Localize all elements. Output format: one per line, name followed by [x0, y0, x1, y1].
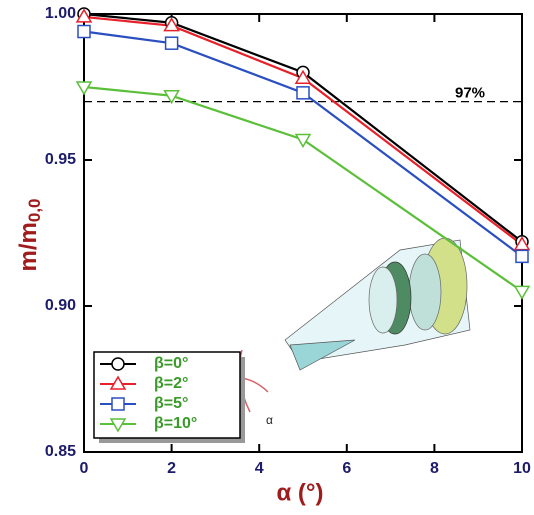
- x-axis-title: α (°): [276, 479, 323, 506]
- marker: [111, 397, 125, 411]
- marker: [296, 86, 310, 100]
- x-tick-label: 0: [80, 460, 89, 477]
- marker: [111, 357, 125, 371]
- reference-label: 97%: [455, 85, 485, 102]
- y-tick-label: 0.90: [45, 297, 76, 314]
- marker: [513, 285, 531, 300]
- x-tick-label: 10: [513, 460, 531, 477]
- marker: [75, 8, 93, 23]
- marker: [77, 24, 91, 39]
- marker: [163, 17, 180, 32]
- x-tick-label: 4: [255, 460, 264, 477]
- legend-label: β=0°: [154, 355, 188, 372]
- x-tick-label: 8: [430, 460, 439, 477]
- series-line: [83, 15, 523, 246]
- series-line: [83, 12, 523, 243]
- y-axis-title: m/m0,0: [15, 199, 44, 272]
- y-axis-title-main: m/m: [15, 222, 42, 271]
- x-tick-label: 6: [342, 460, 351, 477]
- legend-label: β=2°: [154, 375, 188, 392]
- x-tick-label: 2: [167, 460, 176, 477]
- y-axis-title-sub: 0,0: [25, 199, 44, 223]
- marker: [164, 36, 179, 50]
- marker: [109, 375, 127, 390]
- y-tick-label: 0.85: [45, 443, 76, 460]
- marker: [75, 81, 93, 96]
- series-line: [83, 30, 523, 258]
- marker: [515, 249, 529, 264]
- marker: [294, 69, 312, 84]
- nozzle-illustration: β α: [217, 237, 471, 427]
- legend-label: β=5°: [154, 395, 188, 412]
- y-tick-label: 0.95: [45, 151, 76, 168]
- series-line: [83, 85, 523, 293]
- marker: [163, 90, 180, 105]
- y-tick-label: 1.00: [45, 5, 76, 22]
- alpha-label: α: [266, 413, 273, 427]
- marker: [294, 133, 312, 149]
- legend-label: β=10°: [154, 415, 197, 432]
- plot-frame: [83, 13, 523, 453]
- marker: [109, 418, 127, 433]
